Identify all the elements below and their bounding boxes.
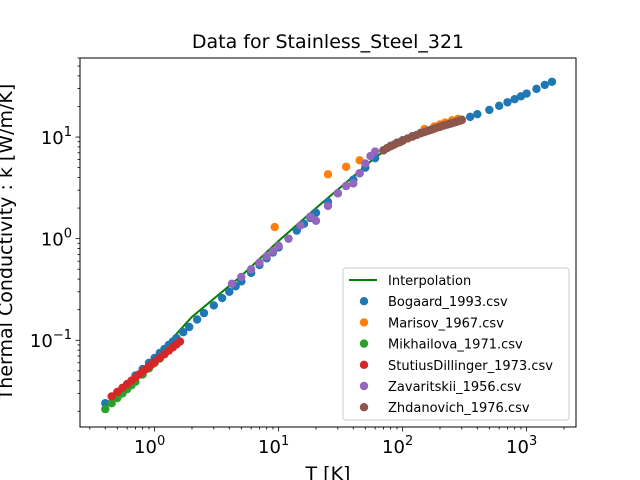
legend-marker [359, 339, 369, 348]
data-point [175, 337, 185, 346]
legend-entry: Zavaritskii_1956.csv [359, 380, 522, 395]
legend-entry: Bogaard_1993.csv [359, 295, 508, 310]
data-point [268, 247, 278, 256]
legend-marker [359, 297, 369, 306]
data-point [361, 159, 370, 168]
x-axis-ticks: 100 101 102 103 [89, 427, 565, 458]
y-tick-label: 10−1 [30, 328, 72, 352]
data-point [494, 101, 504, 111]
data-point [237, 272, 246, 282]
x-tick-label: 102 [382, 434, 413, 458]
legend: Interpolation Bogaard_1993.csv Marisov_196… [342, 267, 570, 421]
legend-label: Marisov_1967.csv [388, 316, 504, 331]
x-tick-label: 101 [258, 434, 289, 458]
data-point [341, 162, 351, 171]
legend-entry: StutiusDillinger_1973.csv [359, 359, 553, 374]
legend-marker [359, 360, 369, 369]
data-point [107, 399, 116, 408]
y-axis-label: Thermal Conductivity : k [W/m/K] [0, 84, 17, 402]
legend-entry: Marisov_1967.csv [359, 316, 504, 331]
data-point [199, 308, 209, 318]
data-point [284, 234, 293, 243]
data-point [465, 112, 475, 122]
legend-label: StutiusDillinger_1973.csv [388, 359, 553, 374]
data-point [225, 287, 234, 296]
data-point [540, 80, 549, 90]
data-point [227, 279, 237, 288]
data-point [209, 301, 219, 310]
series-5-points [379, 115, 467, 155]
data-point [522, 89, 531, 98]
legend-label: Interpolation [388, 274, 471, 289]
plot-frame [79, 57, 577, 428]
scatter-points-layer [101, 77, 557, 414]
data-point [503, 98, 512, 107]
y-axis-ticks: 10−1 100 101 [30, 57, 80, 412]
legend-entry: Mikhailova_1971.csv [359, 338, 523, 353]
data-point [349, 179, 358, 188]
legend-label: Mikhailova_1971.csv [388, 338, 523, 353]
plot-area: 100 101 102 103 10−1 100 101 [30, 57, 577, 458]
data-point [547, 77, 557, 86]
legend-marker [359, 381, 369, 391]
legend-entry-interpolation: Interpolation [349, 274, 471, 289]
data-point [341, 181, 351, 191]
legend-marker [359, 318, 369, 327]
data-point [217, 293, 227, 303]
data-point [323, 201, 333, 211]
x-tick-label: 100 [134, 434, 165, 458]
legend-box [342, 267, 570, 421]
data-point [311, 216, 321, 225]
x-axis-label: T [K] [305, 463, 351, 480]
data-point [107, 392, 116, 401]
legend-label: Zhdanovich_1976.csv [388, 401, 530, 416]
chart-title: Data for Stainless_Steel_321 [192, 31, 464, 53]
series-3-points [107, 337, 185, 401]
x-tick-label: 103 [506, 434, 537, 458]
data-point [333, 189, 343, 198]
data-point [101, 399, 110, 408]
series-4-points [227, 147, 380, 288]
legend-marker [359, 403, 369, 412]
data-point [485, 105, 494, 115]
data-point [101, 404, 110, 414]
data-point [532, 84, 541, 94]
data-point [323, 170, 333, 179]
legend-label: Bogaard_1993.csv [388, 295, 508, 310]
y-tick-label: 101 [41, 125, 72, 149]
data-point [510, 94, 519, 104]
data-point [179, 328, 188, 337]
data-point [296, 221, 305, 230]
y-tick-label: 100 [41, 227, 72, 251]
data-point [262, 252, 271, 261]
data-point [473, 109, 482, 119]
data-point [255, 258, 264, 267]
data-point [270, 222, 279, 232]
data-point [246, 265, 256, 274]
data-point [370, 147, 380, 156]
data-point [185, 322, 194, 332]
data-point [192, 315, 202, 324]
data-point [274, 241, 283, 251]
data-point [355, 169, 364, 178]
legend-entry: Zhdanovich_1976.csv [359, 401, 530, 416]
data-point [457, 115, 467, 125]
legend-label: Zavaritskii_1956.csv [388, 380, 522, 395]
